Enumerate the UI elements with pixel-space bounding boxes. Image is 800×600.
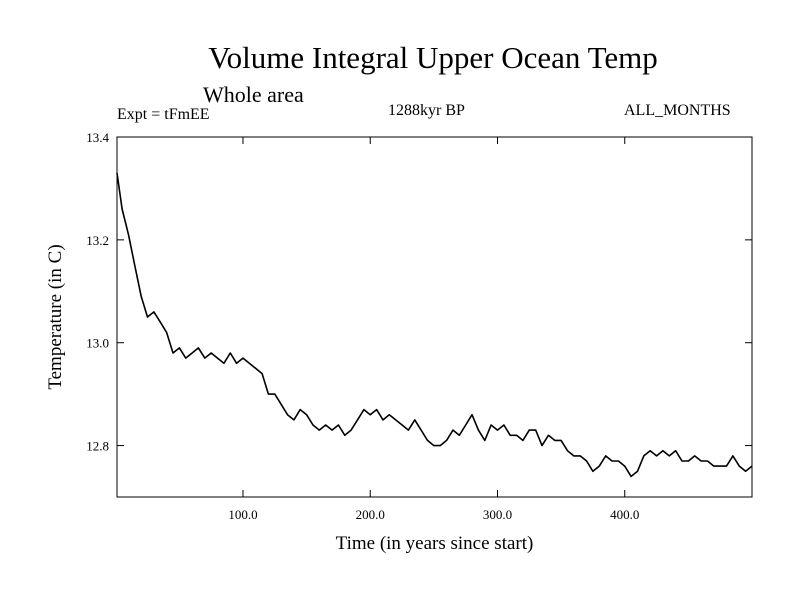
chart-subtitle: Whole area [203, 82, 304, 107]
x-tick-label: 200.0 [356, 507, 385, 522]
x-axis-label: Time (in years since start) [336, 533, 534, 554]
period-label: 1288kyr BP [388, 102, 465, 119]
y-tick-label: 12.8 [86, 439, 109, 454]
x-axis-ticks: 100.0 200.0 300.0 400.0 [228, 137, 639, 522]
y-tick-label: 13.2 [86, 233, 109, 248]
y-axis-ticks: 12.8 13.0 13.2 13.4 [86, 130, 752, 454]
y-tick-label: 13.0 [86, 336, 109, 351]
chart-title: Volume Integral Upper Ocean Temp [208, 40, 658, 75]
y-axis-label: Temperature (in C) [45, 244, 66, 389]
series-line [116, 172, 753, 478]
x-tick-label: 300.0 [483, 507, 512, 522]
experiment-label: Expt = tFmEE [117, 106, 210, 123]
plot-frame [116, 136, 753, 498]
y-tick-label: 13.4 [86, 130, 109, 145]
months-label: ALL_MONTHS [624, 102, 731, 119]
x-tick-label: 400.0 [610, 507, 639, 522]
x-tick-label: 100.0 [228, 507, 257, 522]
